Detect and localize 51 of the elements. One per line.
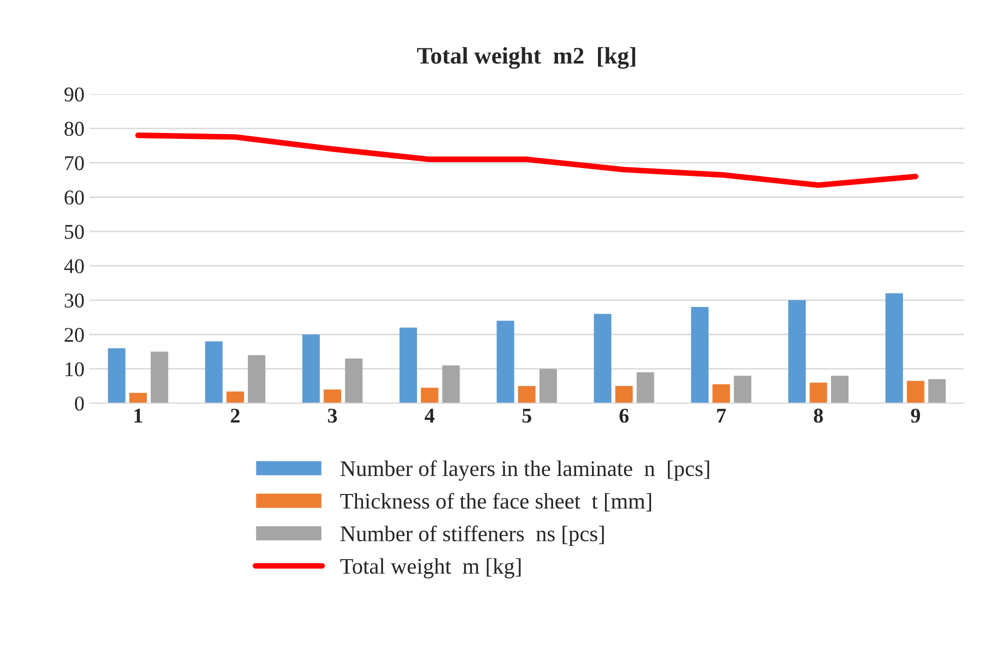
bar: [420, 388, 438, 404]
x-tick-label: 3: [328, 408, 337, 423]
x-tick-label: 9: [910, 408, 920, 423]
bar: [108, 348, 126, 404]
y-tick-label: 0: [74, 396, 84, 411]
bar: [691, 307, 709, 404]
bar: [831, 376, 849, 404]
y-tick-label: 40: [64, 259, 84, 274]
x-tick-label: 2: [230, 408, 240, 423]
bar: [734, 376, 752, 404]
x-tick-label: 4: [424, 408, 434, 423]
bar: [712, 384, 730, 404]
bar: [539, 368, 557, 404]
x-tick-label: 7: [717, 408, 726, 423]
bar: [302, 334, 320, 404]
bar: [345, 358, 363, 404]
x-tick-label: 5: [522, 408, 532, 423]
y-tick-label: 60: [64, 190, 84, 205]
bar: [788, 300, 806, 404]
bar: [129, 392, 147, 404]
bar: [885, 293, 903, 404]
x-tick-label: 1: [134, 408, 142, 423]
bar: [442, 365, 460, 404]
y-tick-label: 70: [65, 156, 84, 170]
x-tick-label: 6: [620, 408, 629, 423]
legend-label: Thickness of the face sheet t [mm]: [340, 492, 652, 512]
y-tick-label: 90: [64, 87, 84, 102]
bar: [636, 372, 654, 404]
y-tick-label: 10: [66, 362, 84, 376]
bar: [928, 379, 946, 404]
chart-title: Total weight m2 [kg]: [417, 47, 636, 69]
y-tick-label: 80: [64, 122, 84, 136]
x-tick-label: 8: [814, 408, 823, 423]
legend-label: Total weight m [kg]: [340, 558, 521, 578]
y-tick-label: 30: [64, 294, 84, 308]
y-tick-label: 50: [64, 224, 84, 239]
bar: [906, 380, 924, 404]
legend-label: Number of stiffeners ns [pcs]: [340, 525, 604, 546]
bar: [324, 389, 342, 404]
bar: [150, 352, 168, 404]
bar: [226, 392, 244, 404]
bar: [615, 386, 633, 404]
bar: [518, 386, 536, 404]
bar: [810, 382, 828, 404]
bar: [248, 355, 266, 404]
y-tick-label: 20: [64, 328, 84, 342]
bar: [400, 328, 417, 404]
bar: [594, 314, 612, 404]
legend-label: Number of layers in the laminate n [pcs]: [340, 460, 710, 481]
bar: [496, 320, 514, 404]
bar: [205, 341, 223, 404]
